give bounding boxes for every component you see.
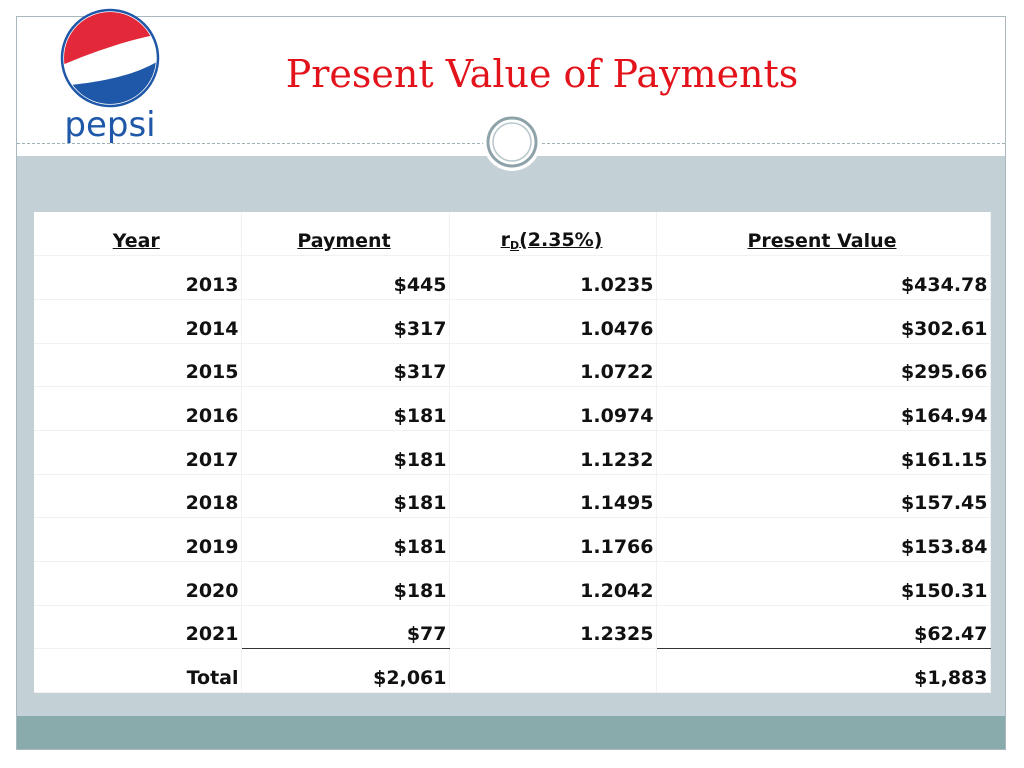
total-label: Total xyxy=(34,648,242,694)
present-value-table-container: Year Payment rD(2.35%) Present Value 201… xyxy=(34,212,991,694)
present-value-table: Year Payment rD(2.35%) Present Value 201… xyxy=(34,212,991,694)
footer-bar xyxy=(17,716,1005,749)
header-year: Year xyxy=(34,212,242,257)
logo-wordmark: pepsi xyxy=(64,105,155,144)
cell-discount-factor: 1.0974 xyxy=(449,386,657,431)
cell-present-value: $153.84 xyxy=(656,517,991,562)
table-row: 2017 $181 1.1232 $161.15 xyxy=(34,430,991,475)
table-row: 2018 $181 1.1495 $157.45 xyxy=(34,474,991,519)
cell-year: 2017 xyxy=(34,430,242,475)
cell-present-value: $434.78 xyxy=(656,255,991,300)
cell-payment: $445 xyxy=(241,255,450,300)
cell-present-value: $62.47 xyxy=(656,605,991,650)
cell-discount-factor: 1.1495 xyxy=(449,474,657,519)
cell-payment: $181 xyxy=(241,474,450,519)
cell-discount-factor: 1.2325 xyxy=(449,605,657,650)
cell-year: 2018 xyxy=(34,474,242,519)
cell-discount-factor: 1.0235 xyxy=(449,255,657,300)
cell-payment: $181 xyxy=(241,517,450,562)
divider-ring-ornament xyxy=(483,113,541,171)
cell-present-value: $161.15 xyxy=(656,430,991,475)
total-present-value: $1,883 xyxy=(656,648,991,694)
cell-discount-factor: 1.1766 xyxy=(449,517,657,562)
cell-year: 2015 xyxy=(34,343,242,388)
cell-year: 2020 xyxy=(34,561,242,606)
cell-payment: $77 xyxy=(241,605,450,650)
cell-present-value: $302.61 xyxy=(656,299,991,344)
table-row: 2015 $317 1.0722 $295.66 xyxy=(34,343,991,388)
table-row: 2016 $181 1.0974 $164.94 xyxy=(34,386,991,431)
cell-payment: $181 xyxy=(241,561,450,606)
cell-year: 2021 xyxy=(34,605,242,650)
header-present-value: Present Value xyxy=(656,212,991,257)
total-row: Total $2,061 $1,883 xyxy=(34,648,991,694)
cell-discount-factor: 1.2042 xyxy=(449,561,657,606)
cell-present-value: $295.66 xyxy=(656,343,991,388)
cell-present-value: $150.31 xyxy=(656,561,991,606)
cell-present-value: $157.45 xyxy=(656,474,991,519)
cell-payment: $317 xyxy=(241,299,450,344)
table-row: 2019 $181 1.1766 $153.84 xyxy=(34,517,991,562)
cell-payment: $181 xyxy=(241,386,450,431)
cell-year: 2019 xyxy=(34,517,242,562)
header-payment: Payment xyxy=(241,212,450,257)
cell-discount-factor: 1.0722 xyxy=(449,343,657,388)
slide-title: Present Value of Payments xyxy=(285,52,799,96)
table-header-row: Year Payment rD(2.35%) Present Value xyxy=(34,212,991,257)
cell-present-value: $164.94 xyxy=(656,386,991,431)
pepsi-logo: pepsi xyxy=(60,8,160,144)
cell-year: 2016 xyxy=(34,386,242,431)
cell-discount-factor: 1.1232 xyxy=(449,430,657,475)
cell-discount-factor: 1.0476 xyxy=(449,299,657,344)
table-row: 2020 $181 1.2042 $150.31 xyxy=(34,561,991,606)
total-factor xyxy=(449,648,657,694)
table-row: 2013 $445 1.0235 $434.78 xyxy=(34,255,991,300)
table-row: 2014 $317 1.0476 $302.61 xyxy=(34,299,991,344)
total-payment: $2,061 xyxy=(241,648,450,694)
table-row: 2021 $77 1.2325 $62.47 xyxy=(34,605,991,650)
cell-year: 2013 xyxy=(34,255,242,300)
header-discount-rate: rD(2.35%) xyxy=(449,212,657,257)
cell-year: 2014 xyxy=(34,299,242,344)
cell-payment: $181 xyxy=(241,430,450,475)
cell-payment: $317 xyxy=(241,343,450,388)
